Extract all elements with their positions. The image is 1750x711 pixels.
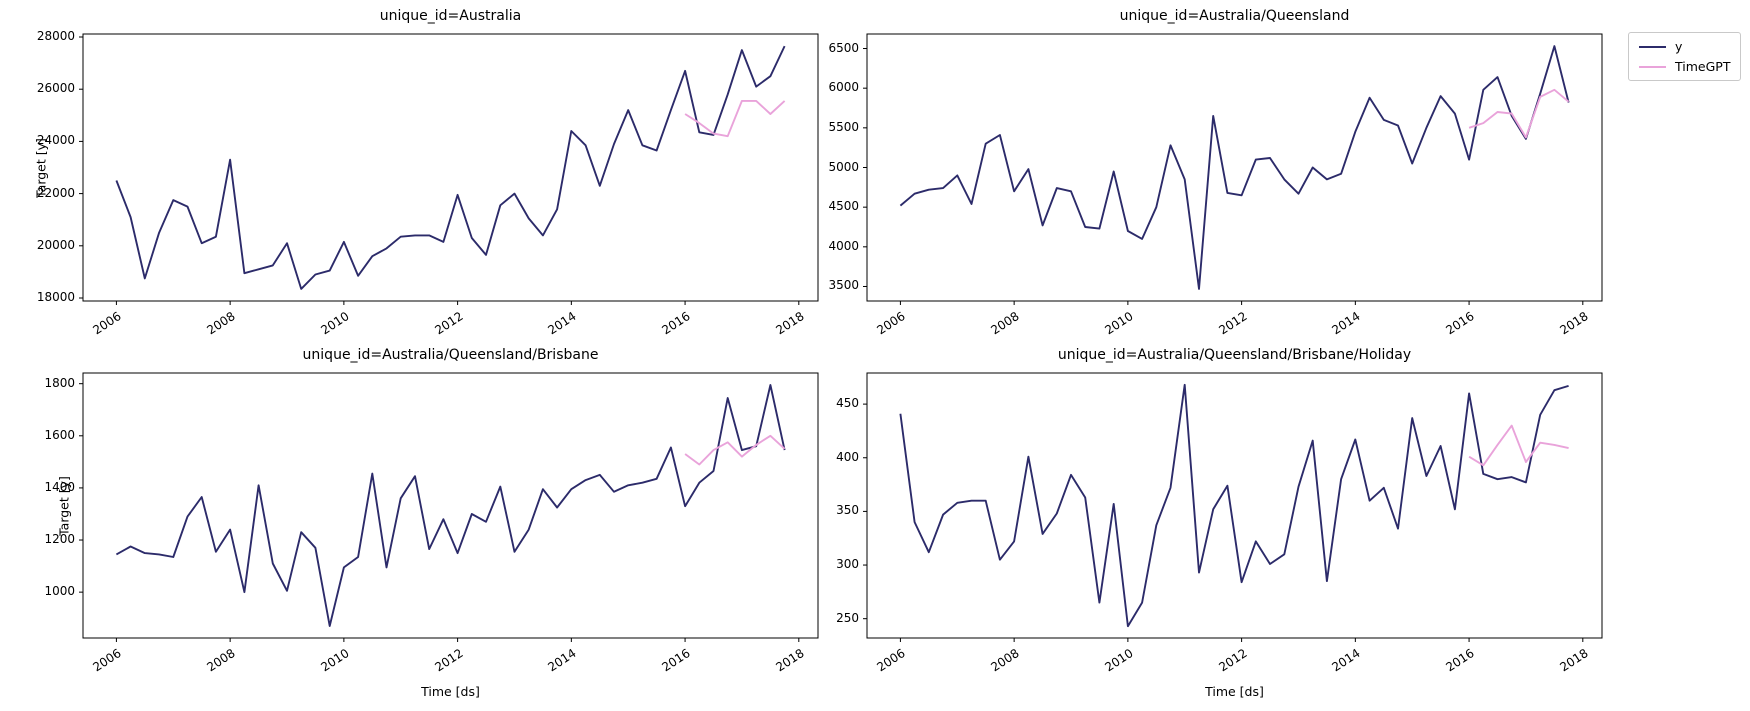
axes-box-0 [82, 33, 819, 302]
y-tick-label: 24000 [36, 133, 75, 148]
y-tick-label: 5500 [828, 119, 859, 134]
y-tick-label: 300 [836, 557, 859, 572]
y-tick-label: 1600 [44, 427, 75, 442]
legend: y TimeGPT [1628, 32, 1742, 81]
legend-label-timegpt: TimeGPT [1675, 59, 1731, 74]
plot-title: unique_id=Australia/Queensland [1119, 8, 1350, 24]
plot-title: unique_id=Australia [379, 8, 522, 24]
series-line-y [899, 383, 1569, 628]
axes-box-3 [866, 372, 1603, 639]
legend-item-timegpt: TimeGPT [1639, 59, 1730, 74]
y-tick-label: 4000 [828, 238, 859, 253]
y-tick-label: 3500 [828, 278, 859, 293]
series-line-TimeGPT [684, 434, 786, 466]
y-tick-label: 5000 [828, 159, 859, 174]
legend-item-y: y [1639, 39, 1730, 54]
series-line-TimeGPT [1468, 88, 1570, 139]
series-line-y [115, 45, 786, 290]
y-tick-label: 350 [836, 503, 859, 518]
y-tick-label: 6500 [828, 40, 859, 55]
y-tick-label: 20000 [36, 237, 75, 252]
y-tick-label: 250 [836, 610, 859, 625]
plot-title: unique_id=Australia/Queensland/Brisbane/… [1057, 347, 1412, 363]
y-tick-label: 22000 [36, 185, 75, 200]
y-tick-label: 26000 [36, 81, 75, 96]
y-tick-label: 6000 [828, 80, 859, 95]
y-tick-label: 400 [836, 449, 859, 464]
axes-box-1 [866, 33, 1603, 302]
plot-title: unique_id=Australia/Queensland/Brisbane [302, 347, 599, 363]
timegpt-line-swatch-icon [1639, 65, 1666, 68]
series-line-y [899, 45, 1570, 290]
axes-box-2 [82, 372, 819, 639]
y-axis-label: Target [y] [33, 137, 49, 198]
y-tick-label: 28000 [36, 29, 75, 43]
series-line-TimeGPT [684, 99, 786, 138]
y-tick-label: 4500 [828, 199, 859, 214]
series-line-y [115, 384, 786, 627]
x-axis-label: Time [ds] [421, 684, 480, 699]
series-line-TimeGPT [1468, 424, 1569, 467]
y-tick-label: 1400 [44, 479, 75, 494]
y-tick-label: 1200 [44, 532, 75, 547]
legend-label-y: y [1675, 39, 1683, 54]
y-tick-label: 450 [836, 396, 859, 411]
x-axis-label: Time [ds] [1205, 684, 1264, 699]
y-tick-label: 18000 [36, 289, 75, 304]
y-tick-label: 1000 [44, 584, 75, 599]
y-line-swatch-icon [1639, 45, 1666, 48]
y-tick-label: 1800 [44, 375, 75, 390]
y-axis-label: Target [y] [56, 475, 72, 536]
